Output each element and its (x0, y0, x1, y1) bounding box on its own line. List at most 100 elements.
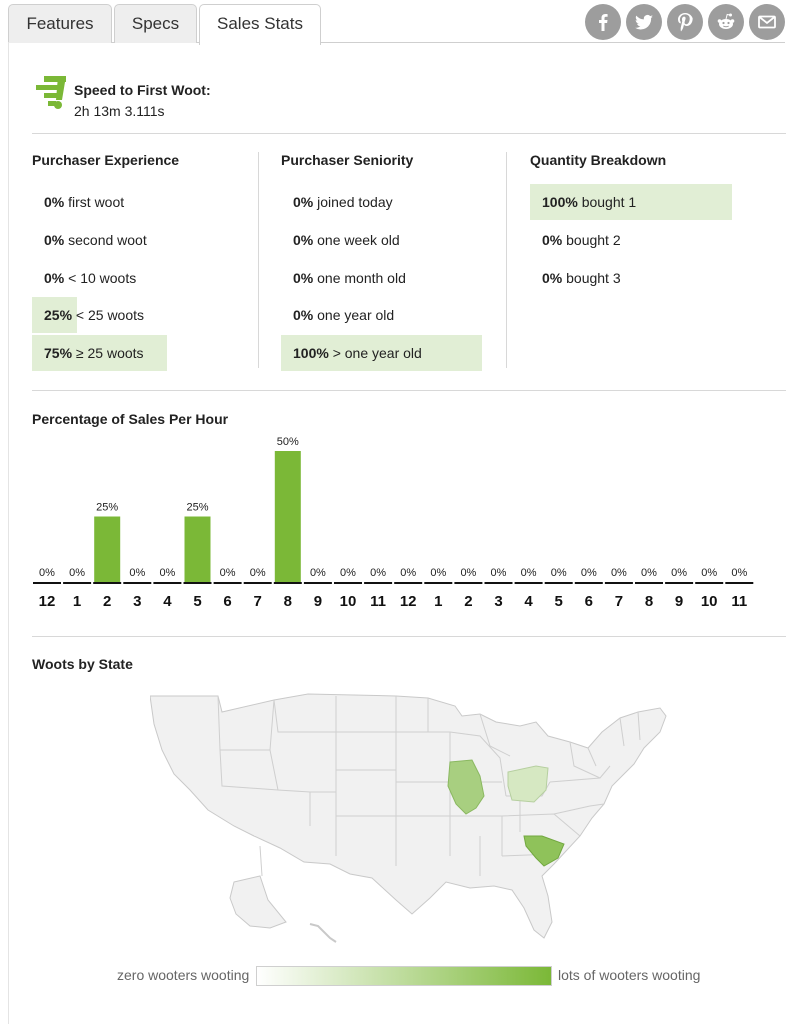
chart-baseline (183, 582, 212, 584)
chart-baseline (424, 582, 453, 584)
experience-row: 75% ≥ 25 woots (32, 335, 232, 372)
purchaser-seniority: Purchaser Seniority 0% joined today 0% on… (281, 152, 491, 373)
chart-tick-label: 10 (701, 593, 718, 610)
divider (32, 390, 786, 391)
row-percent: 100% (542, 194, 578, 210)
chart-baseline (334, 582, 362, 584)
legend-high-label: lots of wooters wooting (558, 967, 701, 983)
purchaser-experience: Purchaser Experience 0% first woot 0% sec… (32, 152, 232, 373)
chart-tick-label: 2 (103, 593, 111, 610)
seniority-row: 100% > one year old (281, 335, 491, 372)
chart-data-label: 0% (400, 567, 416, 579)
chart-tick-label: 5 (193, 593, 201, 610)
state-illinois (447, 759, 485, 815)
states-map-title: Woots by State (32, 656, 133, 672)
row-label: first woot (68, 194, 125, 210)
facebook-icon[interactable] (585, 4, 621, 40)
chart-baseline (514, 582, 543, 584)
chart-baseline (604, 582, 633, 584)
chart-tick-label: 6 (223, 593, 231, 610)
chart-data-label: 0% (671, 567, 687, 579)
tab-underline (8, 42, 785, 43)
row-label: joined today (317, 194, 393, 210)
chart-bar (94, 516, 121, 582)
tab-sales-stats[interactable]: Sales Stats (199, 4, 321, 45)
tab-features[interactable]: Features (8, 4, 112, 43)
chart-data-label: 0% (701, 567, 717, 579)
chart-baseline (273, 582, 302, 584)
chart-baseline (153, 582, 182, 584)
row-label: one month old (317, 269, 406, 286)
legend-gradient (256, 966, 552, 986)
row-label: bought 1 (581, 194, 637, 210)
chart-baseline (544, 582, 573, 584)
row-percent: 25% (44, 307, 73, 324)
chart-data-label: 25% (186, 502, 208, 514)
pinterest-icon[interactable] (667, 4, 703, 40)
legend-low-label: zero wooters wooting (117, 967, 250, 983)
percent-fill (32, 297, 77, 334)
speed-icon (34, 74, 70, 115)
chart-data-label: 0% (159, 567, 175, 579)
chart-baseline (63, 582, 92, 584)
chart-baseline (725, 582, 754, 584)
chart-baseline (695, 582, 724, 584)
chart-tick-label: 3 (494, 593, 502, 610)
chart-tick-label: 1 (73, 593, 81, 610)
chart-baseline (574, 582, 603, 584)
chart-data-label: 0% (731, 567, 747, 579)
chart-tick-label: 7 (615, 593, 623, 610)
twitter-icon[interactable] (626, 4, 662, 40)
chart-tick-label: 6 (585, 593, 593, 610)
row-label: one week old (317, 231, 400, 248)
seniority-row: 0% joined today (281, 184, 491, 220)
tab-specs[interactable]: Specs (114, 4, 197, 43)
row-percent: 0% (293, 194, 314, 210)
chart-data-label: 0% (220, 567, 236, 579)
column-divider (258, 152, 259, 368)
chart-bar (184, 516, 211, 582)
chart-tick-label: 11 (370, 593, 386, 610)
percent-fill (281, 335, 482, 372)
chart-baseline (454, 582, 483, 584)
row-label: second woot (68, 231, 147, 248)
chart-data-label: 0% (310, 567, 326, 579)
row-label: bought 2 (566, 231, 621, 248)
chart-data-label: 0% (581, 567, 597, 579)
chart-data-label: 0% (641, 567, 657, 579)
chart-data-label: 0% (611, 567, 627, 579)
chart-baseline (213, 582, 242, 584)
experience-row: 0% second woot (32, 222, 232, 258)
chart-tick-label: 4 (163, 593, 172, 610)
divider (32, 636, 786, 637)
hourly-sales-chart: 0%120%125%20%30%425%50%60%750%80%90%100%… (33, 436, 754, 610)
quantity-row: 0% bought 3 (530, 260, 740, 296)
row-label: < 25 woots (75, 307, 145, 324)
row-percent: 0% (44, 231, 65, 248)
chart-baseline (33, 582, 61, 584)
email-icon[interactable] (749, 4, 785, 40)
chart-tick-label: 9 (314, 593, 322, 610)
quantity-row: 100% bought 1 (530, 184, 740, 220)
chart-baseline (303, 582, 332, 584)
row-label: > one year old (332, 345, 422, 362)
row-label: bought 3 (566, 269, 621, 286)
state-ohio (507, 765, 549, 803)
speed-value: 2h 13m 3.111s (74, 103, 165, 119)
quantity-title: Quantity Breakdown (530, 152, 667, 168)
divider (32, 133, 786, 134)
chart-data-label: 0% (370, 567, 386, 579)
chart-tick-label: 9 (675, 593, 683, 610)
row-percent: 0% (542, 231, 563, 248)
us-states-map (149, 686, 670, 956)
percent-fill (32, 335, 167, 372)
speed-title: Speed to First Woot: (74, 82, 211, 98)
experience-row: 25% < 25 woots (32, 297, 232, 334)
reddit-icon[interactable] (708, 4, 744, 40)
experience-title: Purchaser Experience (32, 152, 180, 168)
chart-baseline (665, 582, 694, 584)
chart-tick-label: 1 (434, 593, 442, 610)
chart-data-label: 0% (460, 567, 476, 579)
chart-tick-label: 7 (254, 593, 262, 610)
seniority-row: 0% one year old (281, 297, 491, 333)
